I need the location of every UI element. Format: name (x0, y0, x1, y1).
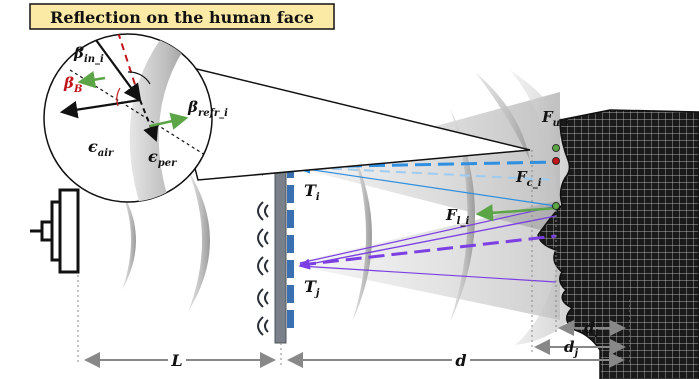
ray-i-dashed-light (299, 166, 557, 181)
wifi-signal-icon (257, 201, 269, 221)
wifi-signal-icon (257, 316, 269, 336)
label-fu: Fu_i (541, 108, 569, 129)
green-reflection-arrow (475, 204, 557, 222)
antenna-tile (287, 185, 294, 203)
inset-reflected-ray (59, 98, 141, 119)
antenna-tile (287, 235, 294, 253)
label-fl: Fl_i (445, 206, 469, 227)
label-beta-refr: βrefr_i (187, 98, 228, 119)
dim-L-label-bg (168, 350, 186, 370)
inset-medium-boundary (129, 40, 190, 202)
inset-incident-ray (95, 39, 142, 102)
wavefront-1 (122, 192, 136, 290)
figure-title: Reflection on the human face (50, 8, 314, 27)
antenna-tile (287, 260, 294, 278)
point-fc (552, 157, 560, 165)
wavefront-4 (450, 108, 475, 322)
point-fu (552, 144, 560, 152)
wifi-signal-icon (257, 228, 269, 248)
label-fc: Fc_i (515, 168, 542, 189)
dimension-guides (77, 150, 631, 365)
label-L: L (170, 351, 182, 370)
wifi-signal-icon (257, 288, 269, 308)
title-box (29, 3, 335, 30)
ray-j-dashed (299, 234, 557, 267)
transmitter-device (30, 188, 80, 274)
inset-green-arrow-left (77, 70, 106, 89)
wifi-signal-icon (257, 256, 269, 276)
ray-j-return (298, 215, 557, 270)
inset-angle-arc (127, 71, 151, 85)
label-eps-per: ϵper (148, 147, 177, 169)
antenna-tile (287, 310, 294, 328)
wavefront-2 (188, 170, 210, 312)
inset-refracted-ray (139, 99, 159, 142)
ray-i-lower (299, 167, 557, 207)
label-eps-air: ϵair (88, 137, 114, 159)
dim-d-label-bg (452, 350, 470, 370)
wavefront-3 (352, 150, 372, 322)
ray-j-lower (299, 265, 557, 283)
label-beta-b: βB (63, 74, 82, 95)
label-tj: Tj (304, 277, 320, 299)
inset-green-arrow-right (149, 112, 189, 130)
ray-i-dashed (299, 160, 557, 169)
label-beta-in: βin_i (73, 44, 104, 65)
inset-circle (43, 33, 213, 203)
antenna-tile (287, 210, 294, 228)
ray-j-upper (299, 205, 557, 264)
label-dj: dj (564, 338, 579, 359)
point-fl (552, 202, 560, 210)
label-di: di (584, 319, 599, 340)
antenna-tile (287, 285, 294, 303)
inset-angle-arc-red (116, 87, 121, 107)
label-d: d (455, 351, 466, 370)
label-ti: Ti (304, 181, 320, 203)
beam-cone-j (290, 200, 560, 320)
